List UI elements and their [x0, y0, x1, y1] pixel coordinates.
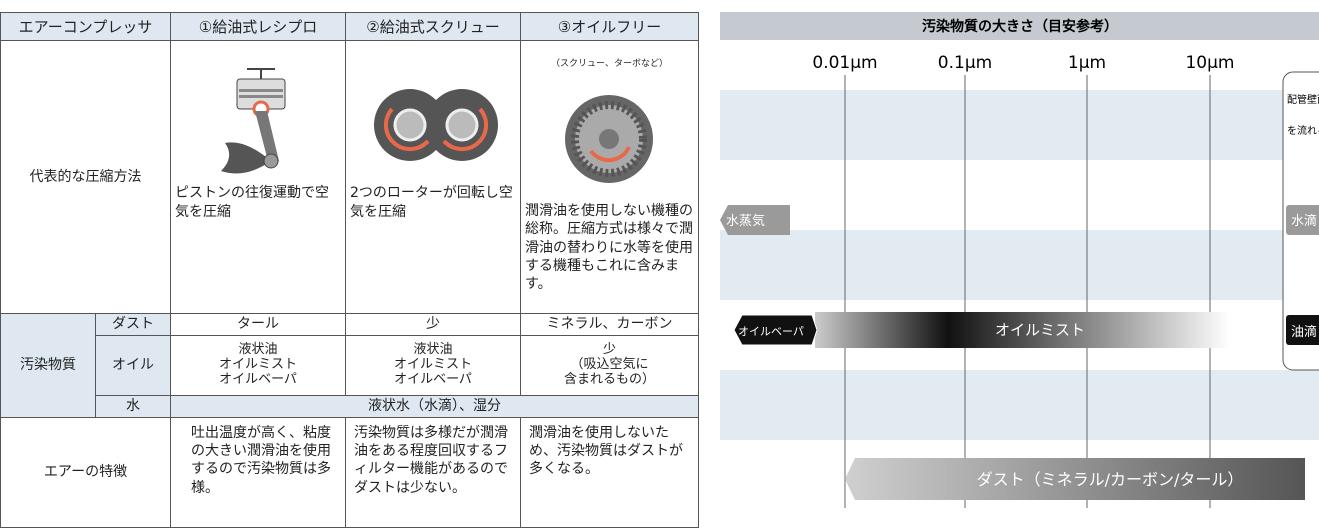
method-cell: 2つのローターが回転し空気を圧縮: [345, 39, 521, 315]
sub-label: オイル: [95, 335, 171, 397]
diagram-title: 汚染物質の大きさ（目安参考）: [922, 18, 1118, 35]
oil-vapor-tag: [733, 314, 818, 346]
band: [720, 230, 1319, 300]
cell: タール: [170, 313, 346, 337]
scale-label: 10μm: [1185, 53, 1234, 73]
size-diagram: 汚染物質の大きさ（目安参考） 0.01μm 0.1μm 1μm 10μm 配管壁面 を…: [720, 12, 1319, 508]
cell: 液状水（水滴）、湿分: [170, 395, 699, 418]
method-description: 2つのローターが回転し空気を圧縮: [350, 185, 513, 220]
tag-text: 水滴: [1291, 213, 1317, 229]
cell: 少 （吸込空気に 含まれるもの）: [520, 335, 699, 397]
feature-cell: 潤滑油を使用しないため、汚染物質はダストが多くなる。: [520, 416, 699, 528]
method-description: ピストンの往復運動で空気を圧縮: [175, 185, 329, 220]
oil-mist-bar: [815, 312, 1230, 348]
compressor-table: エアーコンプレッサ ①給油式レシプロ ②給油式スクリュー ③オイルフリー 代表的…: [0, 12, 699, 528]
scale-label: 0.01μm: [812, 53, 877, 73]
vapor-tag: [720, 205, 790, 235]
box-text: 配管壁面: [1287, 93, 1319, 106]
sub-label: ダスト: [95, 313, 171, 337]
method-description: 潤滑油を使用しない機種の総称。圧縮方式は様々で潤滑油の替わりに水等を使用する機種…: [525, 203, 693, 292]
band: [720, 90, 1319, 160]
method-note: （スクリュー、ターボなど）: [551, 59, 668, 70]
tag-text: 水蒸気: [726, 213, 765, 229]
drop-tag: [1286, 205, 1319, 235]
turbo-illustration: [565, 95, 653, 184]
tag-text: オイルベーパ: [738, 325, 804, 338]
tag-text: 油滴: [1291, 324, 1317, 340]
cell: 少: [345, 313, 521, 337]
piston-illustration: [221, 68, 286, 174]
header-cell: ①給油式レシプロ: [170, 12, 346, 41]
method-cell: （スクリュー、ターボなど） 潤滑油を使用しない機種の総称。圧縮方式は様々で潤滑油…: [520, 39, 699, 315]
row-label: 代表的な圧縮方法: [0, 39, 171, 315]
cell: ミネラル、カーボン: [520, 313, 699, 337]
page: エアーコンプレッサ ①給油式レシプロ ②給油式スクリュー ③オイルフリー 代表的…: [0, 12, 1319, 528]
feature-cell: 吐出温度が高く、粘度の大きい潤滑油を使用するので汚染物質は多様。: [170, 416, 346, 528]
band: [720, 370, 1319, 440]
bar-text: ダスト（ミネラル/カーボン/タール）: [977, 470, 1244, 489]
row-label: 汚染物質: [0, 313, 96, 418]
diagram-header: [720, 12, 1319, 40]
cell: 液状油 オイルミスト オイルベーパ: [170, 335, 346, 397]
header-cell: エアーコンプレッサ: [0, 12, 171, 41]
header-cell: ③オイルフリー: [520, 12, 699, 41]
scale-label: 0.1μm: [938, 53, 992, 73]
cell: 液状油 オイルミスト オイルベーパ: [345, 335, 521, 397]
sub-label: 水: [95, 395, 171, 418]
feature-cell: 汚染物質は多様だが潤滑油をある程度回収するフィルター機能があるのでダストは少ない…: [345, 416, 521, 528]
dust-bar: [845, 458, 1305, 500]
box-text: を流れる: [1287, 124, 1319, 137]
oil-drop-tag: [1286, 315, 1319, 345]
method-cell: ピストンの往復運動で空気を圧縮: [170, 39, 346, 315]
header-cell: ②給油式スクリュー: [345, 12, 521, 41]
screw-illustration: [374, 89, 498, 162]
scale-label: 1μm: [1068, 53, 1106, 73]
row-label: エアーの特徴: [0, 416, 171, 528]
bar-text: オイルミスト: [995, 321, 1085, 339]
